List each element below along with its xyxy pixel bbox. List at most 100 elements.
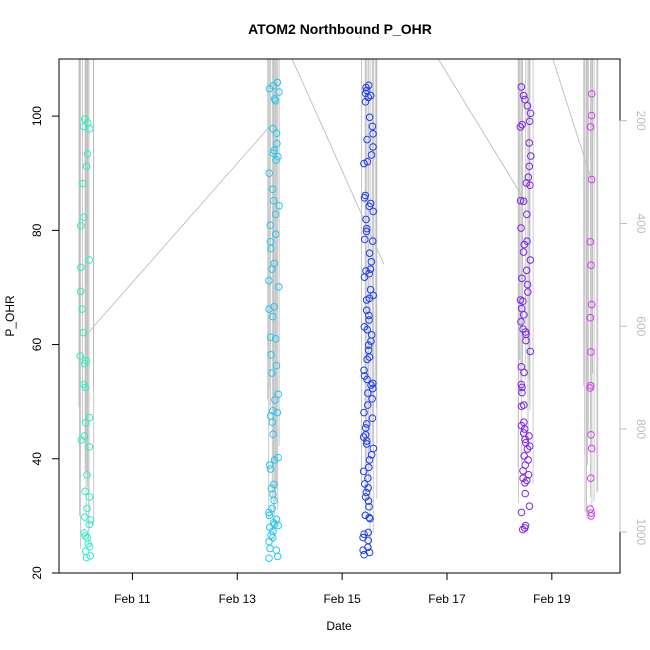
data-point-4-60 (521, 478, 529, 487)
data-point-2-65 (265, 554, 273, 562)
data-point-2-36 (271, 396, 279, 404)
data-point-5-11 (586, 384, 594, 392)
data-point-5-16 (587, 509, 595, 517)
data-point-3-63 (362, 440, 371, 448)
data-point-1-27 (85, 493, 94, 501)
data-point-4-66 (518, 525, 527, 534)
data-point-5-6 (587, 261, 595, 269)
data-point-3-28 (366, 265, 375, 273)
data-point-3-56 (360, 408, 368, 417)
x-tick-label: Feb 17 (428, 592, 466, 606)
data-point-3-25 (368, 237, 377, 245)
right-tick-label: 1000 (634, 519, 648, 546)
data-point-4-20 (520, 240, 529, 249)
data-point-4-43 (517, 402, 526, 411)
data-point-2-40 (268, 418, 277, 427)
data-point-2-22 (267, 244, 275, 253)
data-point-3-74 (364, 497, 373, 505)
data-point-2-28 (265, 305, 273, 313)
data-point-3-47 (360, 366, 368, 375)
data-point-2-35 (274, 390, 283, 399)
data-point-2-19 (266, 221, 275, 229)
data-point-4-22 (526, 256, 535, 264)
data-point-1-21 (81, 418, 90, 427)
right-tick-label: 200 (634, 111, 648, 131)
data-point-4-31 (517, 317, 525, 326)
data-point-3-70 (360, 480, 369, 488)
data-point-4-24 (518, 274, 526, 283)
data-point-3-40 (363, 325, 371, 334)
data-point-3-75 (365, 502, 373, 511)
data-point-2-37 (269, 407, 277, 415)
data-point-3-43 (364, 341, 373, 349)
data-points (76, 78, 596, 562)
data-point-2-63 (272, 546, 281, 554)
data-point-3-69 (364, 474, 372, 482)
data-point-3-12 (369, 143, 377, 151)
data-point-4-59 (523, 476, 531, 485)
data-point-4-38 (520, 368, 528, 377)
data-point-2-41 (269, 430, 277, 439)
data-point-3-23 (362, 227, 371, 236)
data-point-2-56 (274, 521, 282, 530)
data-point-2-7 (269, 124, 277, 133)
data-point-5-14 (586, 474, 595, 482)
traverse-line-1 (87, 127, 270, 334)
data-point-2-14 (265, 169, 274, 178)
data-point-4-62 (525, 502, 534, 510)
data-point-4-39 (517, 380, 526, 389)
data-point-3-86 (360, 550, 368, 559)
data-point-1-31 (85, 520, 94, 529)
data-point-2-20 (272, 230, 280, 239)
data-point-3-41 (367, 331, 376, 339)
data-point-4-35 (522, 336, 530, 345)
data-point-2-38 (273, 408, 282, 417)
data-point-1-33 (81, 532, 89, 540)
data-point-3-79 (364, 528, 373, 537)
data-point-1-36 (85, 542, 94, 551)
data-point-3-31 (360, 273, 369, 281)
data-point-4-15 (516, 196, 525, 205)
data-point-1-10 (85, 256, 94, 264)
data-point-1-23 (77, 436, 86, 444)
data-point-2-61 (265, 537, 273, 546)
data-point-3-54 (368, 395, 376, 403)
data-point-4-9 (525, 139, 534, 147)
data-point-3-36 (362, 306, 371, 315)
data-point-1-25 (83, 470, 91, 479)
data-point-2-46 (270, 480, 278, 489)
data-point-5-12 (587, 430, 595, 439)
data-point-4-18 (517, 224, 525, 232)
data-point-3-35 (362, 296, 371, 304)
data-point-2-5 (270, 95, 279, 103)
data-point-3-24 (360, 235, 369, 244)
data-point-1-38 (86, 552, 95, 560)
right-tick-label: 600 (634, 316, 648, 336)
data-point-4-14 (526, 181, 534, 190)
data-point-1-24 (85, 442, 94, 451)
data-point-3-53 (364, 389, 372, 397)
data-point-4-26 (523, 288, 532, 296)
data-point-1-13 (78, 305, 86, 313)
y-tick-label: 40 (30, 452, 44, 466)
data-point-3-15 (360, 159, 368, 168)
data-point-4-17 (523, 210, 531, 219)
data-point-2-31 (271, 335, 280, 343)
data-point-5-8 (586, 313, 595, 322)
data-point-4-6 (525, 117, 534, 126)
data-point-3-82 (364, 536, 373, 545)
data-point-5-7 (587, 300, 596, 309)
data-point-3-65 (367, 450, 376, 459)
y-axis: 20 40 60 80 100 (30, 106, 60, 580)
data-point-3-21 (362, 215, 370, 224)
data-point-1-28 (83, 504, 91, 513)
data-point-3-58 (362, 420, 371, 428)
chart-title: ATOM2 Northbound P_OHR (248, 21, 432, 37)
data-point-2-62 (266, 544, 274, 553)
data-point-4-49 (521, 435, 530, 444)
data-point-4-23 (522, 266, 531, 275)
data-point-2-9 (273, 139, 281, 148)
data-point-2-32 (267, 351, 275, 359)
traverse-line-4 (552, 59, 592, 180)
